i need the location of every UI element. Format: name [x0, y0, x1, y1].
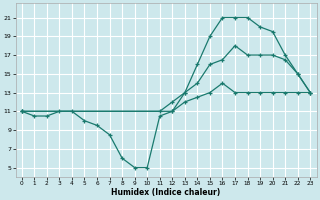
X-axis label: Humidex (Indice chaleur): Humidex (Indice chaleur) — [111, 188, 221, 197]
